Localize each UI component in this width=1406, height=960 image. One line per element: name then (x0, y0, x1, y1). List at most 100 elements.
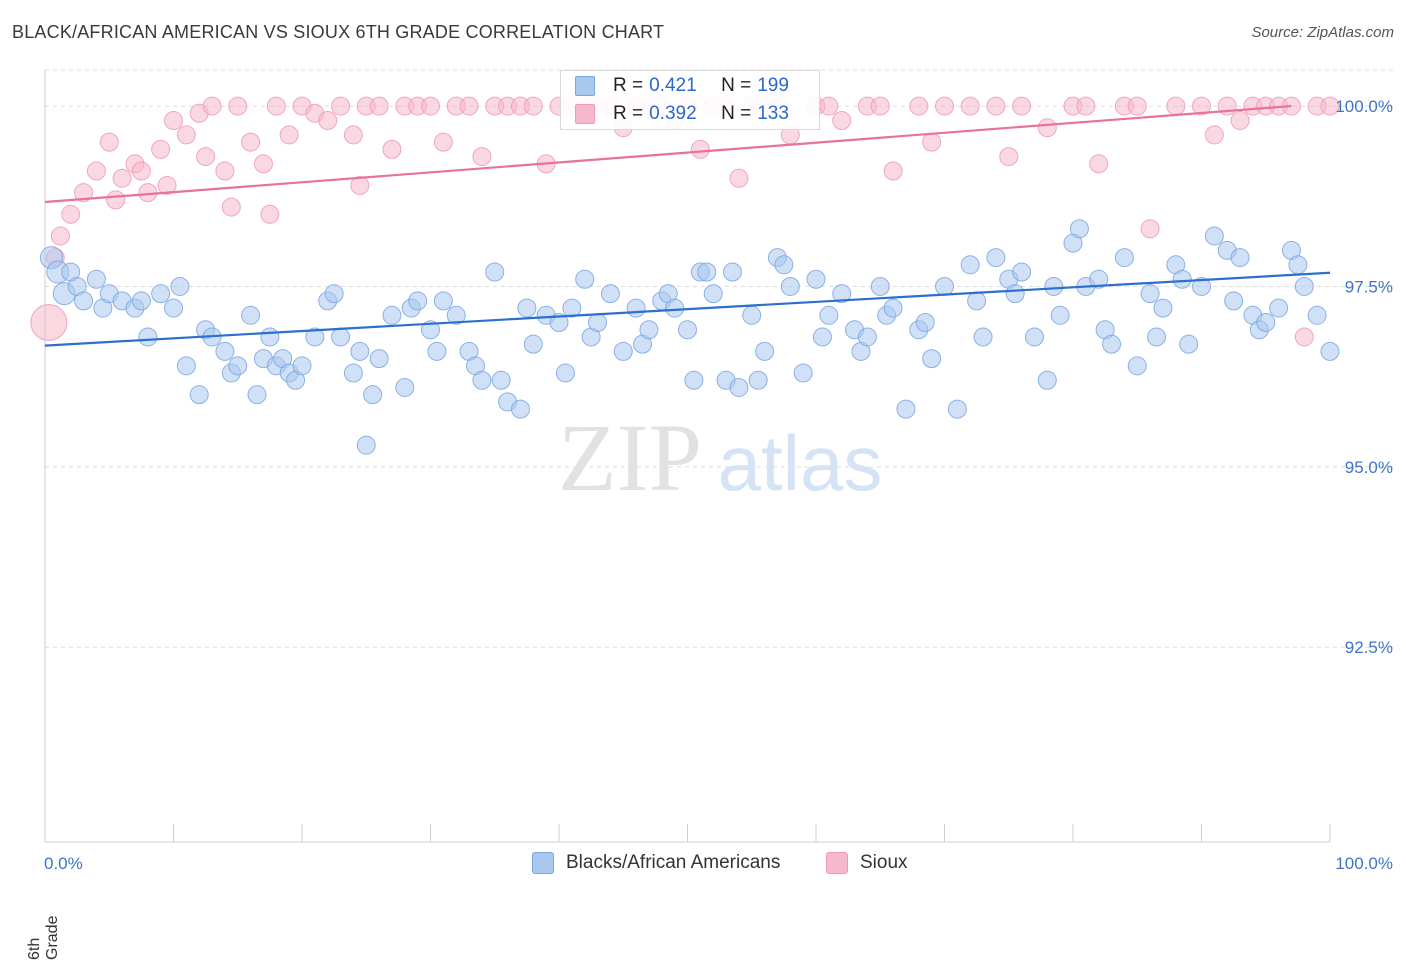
source-label: Source: ZipAtlas.com (1251, 24, 1394, 41)
y-tick-labels: 92.5% 95.0% 97.5% 100.0% (1335, 97, 1393, 657)
legend-n-value: 199 (757, 75, 789, 96)
black-point (819, 305, 839, 325)
black-point (1179, 334, 1199, 354)
legend-r-value: 0.421 (649, 75, 697, 96)
black-point (575, 269, 595, 289)
x-tick-label: 100.0% (1335, 854, 1393, 873)
black-point (748, 370, 768, 390)
sioux-point (112, 168, 132, 188)
sioux-point (960, 96, 980, 116)
black-point (722, 262, 742, 282)
black-point (555, 363, 575, 383)
black-point (1140, 284, 1160, 304)
black-point (812, 327, 832, 347)
black-point (350, 341, 370, 361)
black-point (1069, 219, 1089, 239)
black-point (446, 305, 466, 325)
sioux-point (1166, 96, 1186, 116)
sioux-point (260, 204, 280, 224)
legend-row-black: R = 0.421 N = 199 (575, 73, 789, 99)
black-point (742, 305, 762, 325)
black-point (665, 298, 685, 318)
sioux-point (1140, 219, 1160, 239)
sioux-point (221, 197, 241, 217)
legend-n-label: N = (721, 75, 752, 96)
black-point (697, 262, 717, 282)
black-point (324, 284, 344, 304)
black-point (343, 363, 363, 383)
black-point (1204, 226, 1224, 246)
black-point (1172, 269, 1192, 289)
black-point (1294, 276, 1314, 296)
sioux-point (870, 96, 890, 116)
sioux-point (433, 132, 453, 152)
black-point (331, 327, 351, 347)
sioux-point (883, 161, 903, 181)
black-point (472, 370, 492, 390)
sioux-point (202, 96, 222, 116)
black-point (1044, 276, 1064, 296)
black-point (170, 276, 190, 296)
black-point (967, 291, 987, 311)
sioux-point (1012, 96, 1032, 116)
sioux-point (1076, 96, 1096, 116)
black-point (164, 298, 183, 318)
sioux-point (215, 161, 235, 181)
black-point (427, 341, 447, 361)
sioux-point (832, 111, 852, 131)
black-point (1230, 248, 1250, 268)
series-legend-sioux: Sioux (826, 852, 908, 874)
black-point (883, 298, 903, 318)
legend-r-label: R = (613, 103, 644, 124)
sioux-point (819, 96, 839, 116)
black-point (729, 377, 749, 397)
black-point (588, 313, 608, 333)
sioux-point (86, 161, 106, 181)
sioux-point (1037, 118, 1057, 138)
series-swatch-sioux (826, 852, 848, 874)
series-legend-label: Blacks/African Americans (566, 852, 781, 873)
series-swatch-black (532, 852, 554, 874)
black-point (523, 334, 543, 354)
sioux-point (523, 96, 543, 116)
black-point (292, 356, 312, 376)
black-point (780, 276, 800, 296)
black-point (870, 276, 890, 296)
sioux-point (1089, 154, 1109, 174)
black-point (382, 305, 402, 325)
sioux-point (690, 139, 710, 159)
black-point (1288, 255, 1308, 275)
legend-n-label: N = (721, 103, 752, 124)
black-point (549, 313, 569, 333)
black-point (915, 313, 935, 333)
black-point (1089, 269, 1109, 289)
series-legend-label: Sioux (860, 852, 908, 873)
black-point (408, 291, 428, 311)
black-point (247, 385, 267, 405)
sioux-point (369, 96, 389, 116)
black-point (793, 363, 813, 383)
black-point (369, 349, 389, 369)
black-point (973, 327, 993, 347)
stats-legend: R = 0.421 N = 199 R = 0.392 N = 133 (560, 70, 820, 130)
grid (45, 69, 1395, 648)
watermark: ZIP atlas (558, 404, 882, 511)
sioux-point (986, 96, 1006, 116)
black-point (1269, 298, 1289, 318)
black-point (1153, 298, 1173, 318)
sioux-point (164, 111, 183, 131)
sioux-point (909, 96, 929, 116)
black-point (832, 284, 852, 304)
sioux-point (1127, 96, 1147, 116)
series-legend-black: Blacks/African Americans (532, 852, 780, 874)
legend-swatch-black (575, 76, 595, 96)
sioux-point (729, 168, 749, 188)
sioux-point (350, 175, 370, 195)
black-point (922, 349, 942, 369)
black-point (363, 385, 383, 405)
black-point (305, 327, 325, 347)
y-tick-label: 92.5% (1345, 638, 1393, 657)
black-point (986, 248, 1006, 268)
y-tick-label: 97.5% (1345, 277, 1393, 296)
sioux-point (131, 161, 151, 181)
